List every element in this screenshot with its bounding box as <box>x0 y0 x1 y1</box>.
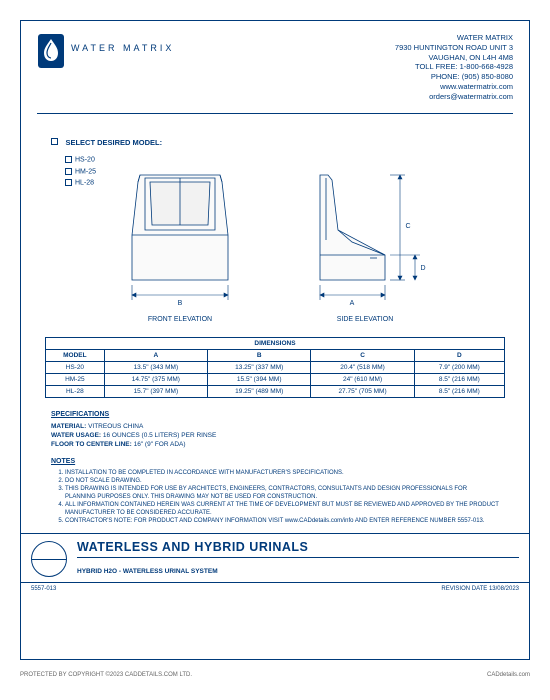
title-sub: HYBRID H2O - WATERLESS URINAL SYSTEM <box>77 568 218 575</box>
side-elevation-label: SIDE ELEVATION <box>290 316 440 323</box>
front-elevation: B FRONT ELEVATION <box>110 160 250 323</box>
note-item: DO NOT SCALE DRAWING. <box>65 477 499 485</box>
table-row: HL-2815.7" (397 MM)19.25" (489 MM)27.75"… <box>46 386 505 398</box>
bottom-bar: PROTECTED BY COPYRIGHT ©2023 CADDETAILS.… <box>20 672 530 678</box>
contact-web: www.watermatrix.com <box>395 82 513 92</box>
front-elevation-label: FRONT ELEVATION <box>110 316 250 323</box>
table-row: HM-2514.75" (375 MM)15.5" (394 MM)24" (6… <box>46 374 505 386</box>
model-label: HS-20 <box>75 157 95 164</box>
footer-row: 5557-013 REVISION DATE 13/08/2023 <box>21 582 529 595</box>
col-header: MODEL <box>46 350 105 362</box>
checkbox-icon[interactable] <box>65 179 72 186</box>
notes-section: NOTES INSTALLATION TO BE COMPLETED IN AC… <box>21 457 529 525</box>
side-elevation: A C D SIDE ELEVATION <box>290 160 440 323</box>
model-select-title: SELECT DESIRED MODEL: <box>65 138 162 147</box>
front-elevation-svg: B <box>110 160 250 310</box>
notes-heading: NOTES <box>51 457 499 466</box>
spec-material: MATERIAL: VITREOUS CHINA <box>51 422 499 431</box>
spec-water: WATER USAGE: 16 OUNCES (0.5 LITERS) PER … <box>51 431 499 440</box>
notes-list: INSTALLATION TO BE COMPLETED IN ACCORDAN… <box>65 469 499 526</box>
col-header: B <box>208 350 311 362</box>
contact-addr1: 7930 HUNTINGTON ROAD UNIT 3 <box>395 43 513 53</box>
title-circle-icon <box>31 541 67 577</box>
dim-b-label: B <box>178 300 183 307</box>
contact-name: WATER MATRIX <box>395 33 513 43</box>
drawings-row: B FRONT ELEVATION <box>21 160 529 323</box>
checkbox-icon[interactable] <box>65 156 72 163</box>
logo-section: WATER MATRIX <box>37 33 174 101</box>
spec-floor: FLOOR TO CENTER LINE: 16" (9" FOR ADA) <box>51 440 499 449</box>
header: WATER MATRIX WATER MATRIX 7930 HUNTINGTO… <box>21 21 529 109</box>
note-item: ALL INFORMATION CONTAINED HEREIN WAS CUR… <box>65 501 499 517</box>
site-link: CADdetails.com <box>487 672 530 678</box>
col-header: D <box>414 350 504 362</box>
specifications-section: SPECIFICATIONS MATERIAL: VITREOUS CHINA … <box>21 410 529 449</box>
table-title: DIMENSIONS <box>46 338 505 350</box>
svg-text:A: A <box>350 300 355 307</box>
dimensions-table: DIMENSIONS MODEL A B C D HS-2013.5" (343… <box>45 337 505 398</box>
note-item: INSTALLATION TO BE COMPLETED IN ACCORDAN… <box>65 469 499 477</box>
title-main: WATERLESS AND HYBRID URINALS <box>77 540 519 554</box>
contact-email: orders@watermatrix.com <box>395 92 513 102</box>
col-header: A <box>104 350 207 362</box>
svg-text:C: C <box>405 223 410 230</box>
note-item: THIS DRAWING IS INTENDED FOR USE BY ARCH… <box>65 485 499 501</box>
contact-addr2: VAUGHAN, ON L4H 4M8 <box>395 53 513 63</box>
side-elevation-svg: A C D <box>290 160 440 310</box>
contact-tollfree: TOLL FREE: 1-800-668-4928 <box>395 62 513 72</box>
header-divider <box>37 113 513 114</box>
col-header: C <box>311 350 414 362</box>
copyright-text: PROTECTED BY COPYRIGHT ©2023 CADDETAILS.… <box>20 672 192 678</box>
checkbox-icon[interactable] <box>65 168 72 175</box>
model-label: HL-28 <box>75 179 94 186</box>
specs-heading: SPECIFICATIONS <box>51 410 499 420</box>
table-header-row: MODEL A B C D <box>46 350 505 362</box>
title-block: WATERLESS AND HYBRID URINALS HYBRID H2O … <box>21 533 529 582</box>
reference-number: 5557-013 <box>31 586 56 592</box>
checkbox-icon[interactable] <box>51 138 58 145</box>
table-row: HS-2013.5" (343 MM)13.25" (337 MM)20.4" … <box>46 362 505 374</box>
model-label: HM-25 <box>75 168 96 175</box>
contact-block: WATER MATRIX 7930 HUNTINGTON ROAD UNIT 3… <box>395 33 513 101</box>
revision-date: REVISION DATE 13/08/2023 <box>441 586 519 592</box>
note-item: CONTRACTOR'S NOTE: FOR PRODUCT AND COMPA… <box>65 517 499 525</box>
contact-phone: PHONE: (905) 850-8080 <box>395 72 513 82</box>
water-matrix-logo-icon <box>37 33 65 69</box>
svg-text:D: D <box>420 265 425 272</box>
logo-text: WATER MATRIX <box>71 43 174 53</box>
